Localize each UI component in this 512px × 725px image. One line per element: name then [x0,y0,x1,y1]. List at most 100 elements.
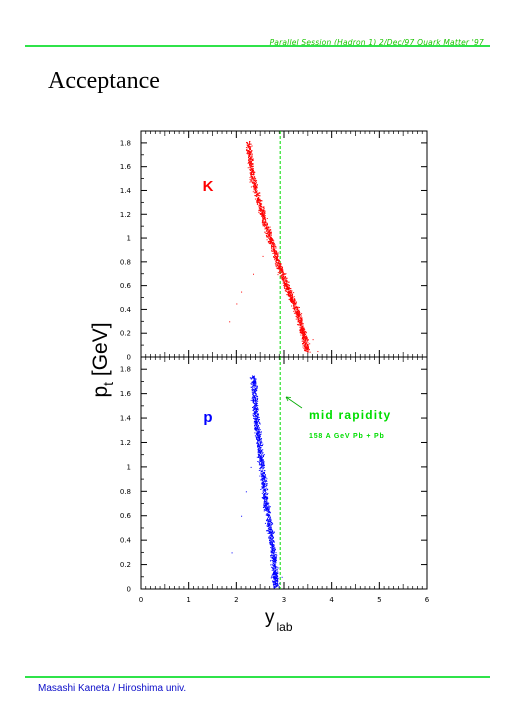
data-point [285,280,287,282]
data-point [270,246,272,248]
data-point [272,548,274,550]
data-point [254,391,256,393]
data-point [286,280,288,282]
outlier-point [231,552,233,554]
data-point [263,476,265,478]
data-point [268,512,270,514]
data-point [265,228,267,230]
data-point [259,447,261,449]
data-point [275,261,277,263]
data-point [297,314,299,316]
data-point [306,338,308,340]
data-point [258,438,260,440]
y-tick-label: 0.6 [120,512,132,520]
data-point [267,488,269,490]
data-point [273,251,275,253]
data-point [278,263,280,265]
data-point [275,253,277,255]
data-point [268,233,270,235]
data-point [248,146,250,148]
data-point [274,248,276,250]
data-point [265,232,267,234]
data-point [259,444,261,446]
data-point [252,171,254,173]
data-point [258,446,260,448]
data-point [264,223,266,225]
data-point [274,581,276,583]
data-point [271,535,273,537]
data-point [261,483,263,485]
data-point [273,563,275,565]
data-point [264,505,266,507]
data-point [257,431,259,433]
data-point [260,439,262,441]
data-point [268,516,270,518]
data-point [257,194,259,196]
data-point [266,496,268,498]
data-point [305,350,307,352]
data-point [266,483,268,485]
data-point [264,211,266,213]
data-point [269,526,271,528]
data-point [286,283,288,285]
data-point [257,449,259,451]
data-point [308,344,310,346]
data-point [303,331,305,333]
data-point [256,388,258,390]
data-point [259,461,261,463]
data-point [277,271,279,273]
data-point [264,231,266,233]
data-point [265,483,267,485]
data-point [281,278,283,280]
data-point [276,569,278,571]
data-point [271,244,273,246]
data-point [259,435,261,437]
data-point [277,581,279,583]
data-point [303,341,305,343]
data-point [257,193,259,195]
data-point [263,213,265,215]
data-point [275,576,277,578]
y-tick-label: 1.6 [120,163,132,171]
data-point [303,332,305,334]
data-point [290,300,292,302]
data-point [258,205,260,207]
data-point [289,294,291,296]
data-point [308,349,310,351]
data-point [264,221,266,223]
data-point [303,337,305,339]
data-point [295,313,297,315]
data-point [254,182,256,184]
data-point [281,275,283,277]
data-point [259,463,261,465]
data-point [262,219,264,221]
data-point [269,529,271,531]
data-point [286,291,288,293]
data-point [253,386,255,388]
data-point [249,160,251,162]
data-point [280,276,282,278]
data-point [262,481,264,483]
data-point [272,537,274,539]
data-point [272,583,274,585]
data-point [284,273,286,275]
data-point [264,484,266,486]
data-point [261,486,263,488]
data-point [298,314,300,316]
data-point [269,234,271,236]
data-point [258,443,260,445]
data-point [270,564,272,566]
data-point [252,159,254,161]
data-point [252,399,254,401]
data-point [268,524,270,526]
data-point [271,556,273,558]
data-point [279,265,281,267]
data-point [271,237,273,239]
data-point [305,350,307,352]
data-point [281,267,283,269]
data-point [252,177,254,179]
data-point [259,207,261,209]
data-point [269,235,271,237]
data-point [249,181,251,183]
data-point [254,414,256,416]
